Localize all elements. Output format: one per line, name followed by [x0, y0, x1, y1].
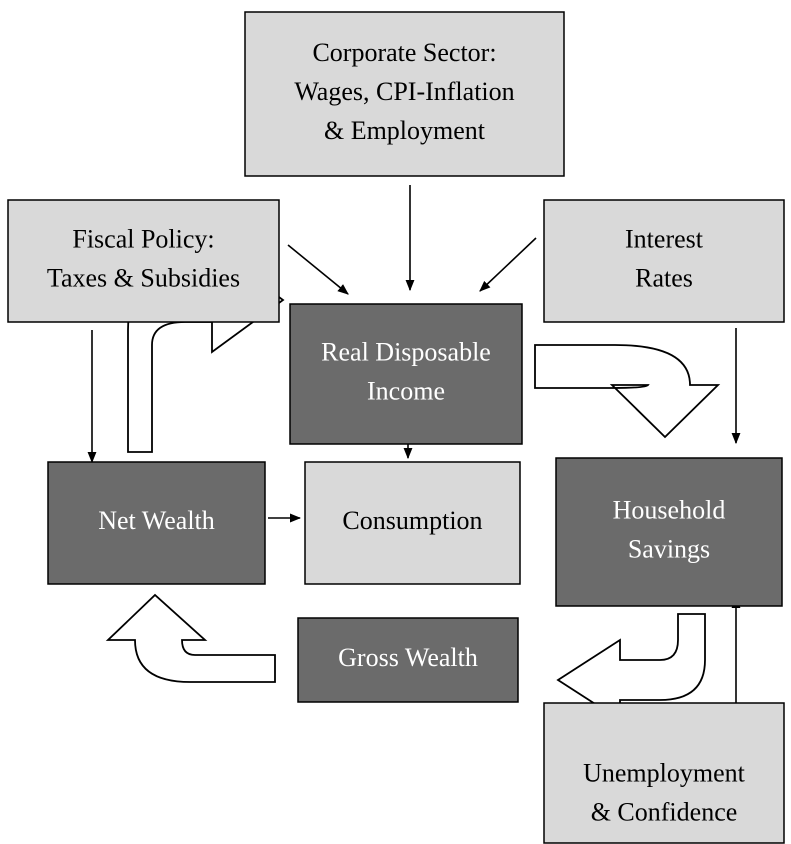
node-label: Savings: [628, 534, 710, 563]
node-box: [47, 461, 266, 585]
block-arrow: [534, 344, 721, 439]
node: Gross Wealth: [297, 617, 519, 703]
node-label: Unemployment: [583, 758, 746, 787]
node: Corporate Sector: Wages, CPI-Inflation & E…: [244, 11, 565, 177]
node-label: Interest: [625, 224, 704, 253]
block-arrow: [556, 613, 706, 722]
node-box: [244, 11, 565, 177]
nodes: Corporate Sector: Wages, CPI-Inflation & E…: [7, 11, 785, 844]
arrow: [287, 244, 349, 295]
node-box: [289, 303, 523, 445]
node-box: [304, 461, 521, 585]
node-label: Fiscal Policy:: [72, 224, 214, 253]
node: Fiscal Policy: Taxes & Subsidies: [7, 199, 280, 323]
arrow: [479, 237, 537, 292]
block-arrow: [105, 593, 276, 683]
node-label: & Confidence: [591, 797, 738, 826]
node-label: Household: [613, 495, 726, 524]
node-label: Wages, CPI-Inflation: [294, 77, 514, 106]
node: Consumption: [304, 461, 521, 585]
node-label: & Employment: [324, 116, 486, 145]
node-label: Net Wealth: [98, 506, 215, 535]
node-label: Real Disposable: [321, 337, 491, 366]
node: Unemployment & Confidence: [543, 702, 785, 844]
node: Net Wealth: [47, 461, 266, 585]
node-label: Corporate Sector:: [312, 38, 496, 67]
node-label: Consumption: [342, 506, 482, 535]
node: Interest Rates: [543, 199, 785, 323]
node-box: [297, 617, 519, 703]
node-box: [543, 702, 785, 844]
node-label: Taxes & Subsidies: [47, 263, 240, 292]
node: Real Disposable Income: [289, 303, 523, 445]
node-label: Gross Wealth: [338, 643, 478, 672]
node-box: [543, 199, 785, 323]
node-box: [7, 199, 280, 323]
node-box: [555, 457, 783, 607]
node-label: Income: [367, 376, 445, 405]
node-label: Rates: [635, 263, 693, 292]
node: Household Savings: [555, 457, 783, 607]
